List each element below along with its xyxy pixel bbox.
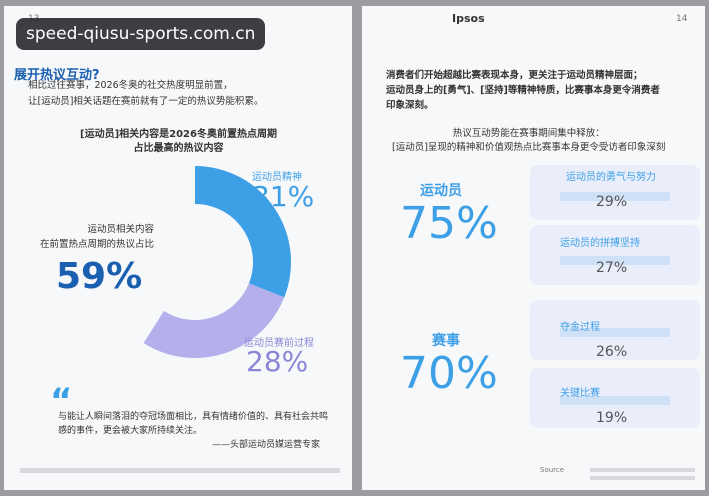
segment-value: 28% bbox=[246, 345, 309, 378]
intro: 消费者们开始超越比赛表现本身，更关注于运动员精神层面； 运动员身上的[勇气]、[… bbox=[386, 68, 660, 113]
segment-name: 运动员精神 bbox=[252, 172, 302, 183]
quote-source: ——头部运动员媒运营专家 bbox=[212, 440, 321, 450]
item-name: 关键比赛 bbox=[560, 388, 600, 399]
title: 展开热议互动? bbox=[14, 68, 100, 83]
item-value: 29% bbox=[596, 194, 628, 210]
item-name: 运动员的拼搏坚持 bbox=[560, 238, 640, 249]
chart-title-line: [运动员]相关内容是2026冬奥前置热点周期 bbox=[80, 129, 277, 140]
group-name: 运动员 bbox=[420, 183, 462, 199]
page-number: 14 bbox=[676, 14, 688, 24]
quote-mark: “ bbox=[50, 381, 72, 421]
heading-line: [运动员]呈现的精神和价值观热点比赛事本身更令受访者印象深刻 bbox=[392, 142, 666, 153]
left-page bbox=[4, 6, 352, 490]
intro: 相比过往赛事，2026冬奥的社交热度明显前置， 让[运动员]相关话题在赛前就有了… bbox=[28, 78, 263, 110]
quote: 与能让人瞬间落泪的夺冠场面相比，具有情绪价值的、具有社会共鸣 感的事件，更会被大… bbox=[58, 410, 328, 438]
intro-line: 消费者们开始超越比赛表现本身，更关注于运动员精神层面； bbox=[386, 70, 643, 81]
segment-name: 运动员赛前过程 bbox=[244, 338, 314, 349]
item-name: 夺金过程 bbox=[560, 322, 600, 333]
group-value: 70% bbox=[400, 348, 498, 399]
chart-title: [运动员]相关内容是2026冬奥前置热点周期 占比最高的热议内容 bbox=[80, 128, 277, 156]
quote-line: 感的事件，更会被大家所持续关注。 bbox=[58, 426, 203, 436]
item-value: 26% bbox=[596, 344, 628, 360]
segment-value: 31% bbox=[252, 180, 315, 213]
watermark: speed-qiusu-sports.com.cn bbox=[16, 18, 266, 50]
item-value: 27% bbox=[596, 260, 628, 276]
total-label-line: 运动员相关内容 bbox=[87, 224, 155, 235]
group-name: 赛事 bbox=[432, 333, 460, 349]
heading-line: 热议互动势能在赛事期间集中释放： bbox=[452, 128, 605, 139]
heading: 热议互动势能在赛事期间集中释放： [运动员]呈现的精神和价值观热点比赛事本身更令… bbox=[392, 127, 665, 155]
source: Source bbox=[540, 466, 565, 474]
item-name: 运动员的勇气与努力 bbox=[566, 172, 656, 183]
intro-line: 让[运动员]相关话题在赛前就有了一定的热议势能积累。 bbox=[28, 96, 264, 107]
chart-title-line: 占比最高的热议内容 bbox=[133, 143, 224, 154]
group-value: 75% bbox=[400, 198, 498, 249]
intro-line: 印象深刻。 bbox=[386, 100, 434, 111]
decor bbox=[20, 165, 700, 480]
intro-line: 相比过往赛事，2026冬奥的社交热度明显前置， bbox=[28, 80, 233, 91]
donut-segment bbox=[143, 283, 285, 358]
total-label: 运动员相关内容 在前置热点周期的热议占比 bbox=[40, 222, 154, 252]
total-label-line: 在前置热点周期的热议占比 bbox=[40, 239, 155, 250]
brand: Ipsos bbox=[452, 12, 485, 25]
quote-line: 与能让人瞬间落泪的夺冠场面相比，具有情绪价值的、具有社会共鸣 bbox=[58, 412, 329, 422]
total-value: 59% bbox=[56, 256, 143, 297]
donut-segment bbox=[195, 166, 291, 298]
item-value: 19% bbox=[596, 410, 628, 426]
intro-line: 运动员身上的[勇气]、[坚持]等精神特质，比赛事本身更令消费者 bbox=[386, 85, 660, 96]
